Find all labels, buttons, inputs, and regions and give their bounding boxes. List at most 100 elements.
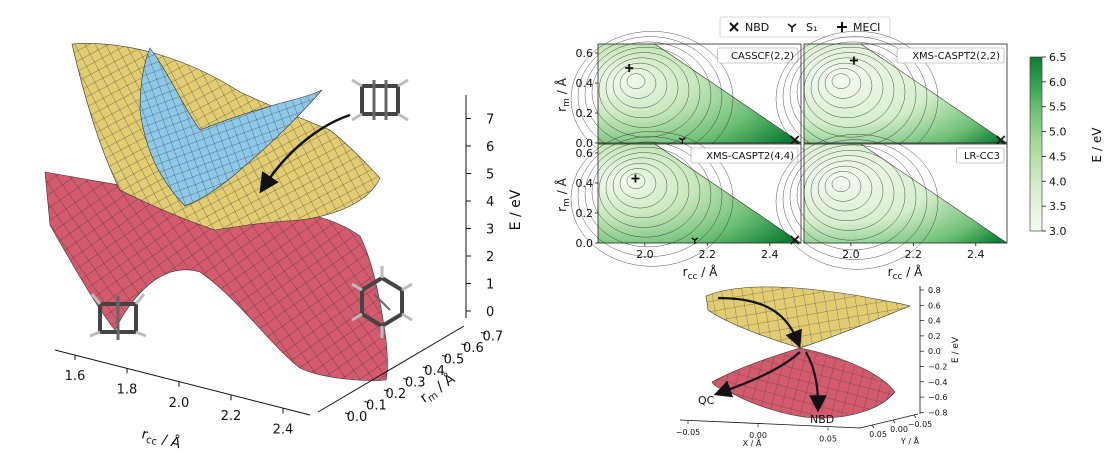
colorbar-tick-label: 4.5	[1049, 150, 1067, 163]
contour-frame	[803, 43, 1008, 144]
colorbar-tick-label: 5.5	[1049, 101, 1067, 114]
contour-y-tick-label: 0.4	[576, 77, 594, 90]
contour-line	[605, 157, 679, 219]
contour-x-tick-label: 2.2	[905, 248, 923, 261]
left-y-tick-mark	[364, 401, 370, 403]
bottom-y-axis-line	[859, 413, 919, 429]
contour-title-box	[717, 47, 799, 64]
colorbar-ticks: 3.0 3.5 4.0 4.5 5.0 5.5 6.0 6.5	[1042, 51, 1067, 238]
legend-marker-nbd	[729, 22, 739, 32]
contour-panel-title: LR-CC3	[964, 151, 1000, 162]
contour-panel-1: CASSCF(2,2) 0.0 0.2 0.4 0.6	[570, 31, 802, 167]
nbd-marker	[790, 135, 800, 145]
left-y-tick-label: 0.5	[444, 353, 465, 368]
hexagon-molecule-icon	[351, 266, 413, 338]
contour-y-axis-label-bottom: rm / Å	[554, 177, 572, 211]
contour-line	[824, 171, 862, 202]
contour-panel-4: LR-CC3 2.0 2.2 2.4	[775, 134, 1008, 270]
s1-marker	[678, 137, 686, 144]
left-y-tick-mark	[383, 389, 389, 392]
bottom-arrow-nbd	[805, 351, 827, 413]
contour-line	[598, 152, 690, 228]
left-y-tick-label: 0.7	[482, 330, 503, 345]
contour-y-tick-label: 0.6	[576, 147, 594, 160]
left-y-tick-mark	[480, 332, 486, 334]
colorbar-tick-label: 4.0	[1049, 175, 1067, 188]
contour-line	[831, 176, 851, 192]
contour-panel-2: XMS-CASPT2(2,2)	[775, 31, 1008, 167]
bottom-x-axis-line	[679, 419, 861, 429]
bottom-3d-panel: QC NBD 0.8 0.6 0.4 0.2 0.0 −0.2 −0.4 −0.6 −0.8 E…	[676, 286, 961, 448]
contour-line	[619, 68, 657, 99]
contour-panel-title: XMS-CASPT2(4,4)	[706, 151, 794, 162]
quadricyclane-molecule-icon	[351, 78, 409, 122]
left-y-tick-label: 0.0	[347, 410, 368, 425]
contour-x-tick-label: 2.2	[699, 248, 717, 261]
bottom-z-tick-label: 0.6	[928, 301, 941, 310]
bottom-z-tick-label: −0.8	[928, 408, 947, 417]
contour-line	[810, 160, 884, 222]
left-y-tick-mark	[422, 366, 428, 369]
annotation-nbd: NBD	[810, 413, 834, 426]
contour-grid: CASSCF(2,2) 0.0 0.2 0.4 0.6 XMS-CASPT2(2,2) XM…	[570, 31, 1008, 270]
contour-line	[796, 46, 906, 138]
left-x-ticks: 1.6 1.8 2.0 2.2 2.4	[65, 355, 294, 438]
left-y-tick-label: 0.6	[463, 341, 484, 356]
contour-panel-title: CASSCF(2,2)	[731, 51, 794, 62]
contour-line	[796, 149, 906, 241]
contour-boundary	[860, 143, 1008, 244]
bottom-y-tick-label: 0.00	[890, 425, 908, 434]
left-z-ticks: 0 1 2 3 4 5 6 7	[466, 113, 494, 320]
contour-boundary	[654, 43, 802, 144]
contour-title-box	[896, 47, 1005, 64]
colorbar: 3.0 3.5 4.0 4.5 5.0 5.5 6.0 6.5 E / eV	[1029, 51, 1104, 238]
left-x-tick-label: 1.6	[65, 369, 86, 384]
colorbar-tick-label: 3.0	[1049, 225, 1067, 238]
contour-y-tick-label: 0.6	[576, 47, 594, 60]
colorbar-tick-label: 5.0	[1049, 126, 1067, 139]
legend-marker-meci	[837, 22, 847, 32]
contour-y-tick-label: 0.2	[576, 107, 594, 120]
legend: NBD S₁ MECI	[719, 16, 891, 38]
bottom-x-tick-label: 0.05	[819, 434, 837, 443]
contour-line	[817, 62, 873, 109]
left-y-tick-mark	[461, 343, 467, 346]
nbd-marker	[790, 235, 800, 245]
colorbar-label: E / eV	[1090, 127, 1104, 163]
bottom-y-tick-mark	[892, 419, 896, 424]
s1-surface	[139, 47, 323, 207]
left-z-tick-label: 6	[486, 140, 494, 155]
bottom-z-tick-label: −0.6	[928, 393, 947, 402]
left-z-tick-label: 2	[486, 250, 494, 265]
bottom-y-tick-label: −0.05	[908, 420, 933, 429]
contour-x-tick-label: 2.4	[761, 248, 779, 261]
bottom-y-ticks: 0.050.00−0.05	[869, 414, 933, 439]
annotation-qc: QC	[698, 394, 715, 407]
bottom-lower-surface	[711, 347, 896, 419]
left-z-axis-label: E / eV	[508, 189, 524, 230]
contour-line	[584, 141, 712, 248]
contour-line	[612, 162, 668, 209]
contour-line	[577, 136, 723, 257]
contour-title-box	[956, 147, 1005, 164]
left-z-tick-label: 4	[486, 195, 494, 210]
contour-line	[789, 144, 917, 251]
contour-line	[824, 68, 862, 99]
bottom-arrow-upper	[717, 296, 802, 349]
contour-line	[591, 146, 701, 238]
bottom-y-tick-mark	[913, 414, 917, 419]
contour-y-tick-label: 0.2	[576, 207, 594, 220]
contour-line	[619, 168, 657, 199]
meci-marker	[631, 174, 640, 183]
contour-line	[605, 57, 679, 119]
bottom-y-axis-label: Y / Å	[900, 435, 920, 446]
left-y-tick-mark	[403, 378, 409, 380]
left-x-tick-label: 2.4	[273, 423, 294, 438]
contour-frame	[597, 143, 802, 244]
bottom-arrow-qc	[713, 351, 801, 398]
bottom-y-tick-label: 0.05	[869, 430, 887, 439]
bottom-z-axis-label: E / eV	[951, 336, 961, 363]
legend-marker-s1	[787, 23, 797, 32]
